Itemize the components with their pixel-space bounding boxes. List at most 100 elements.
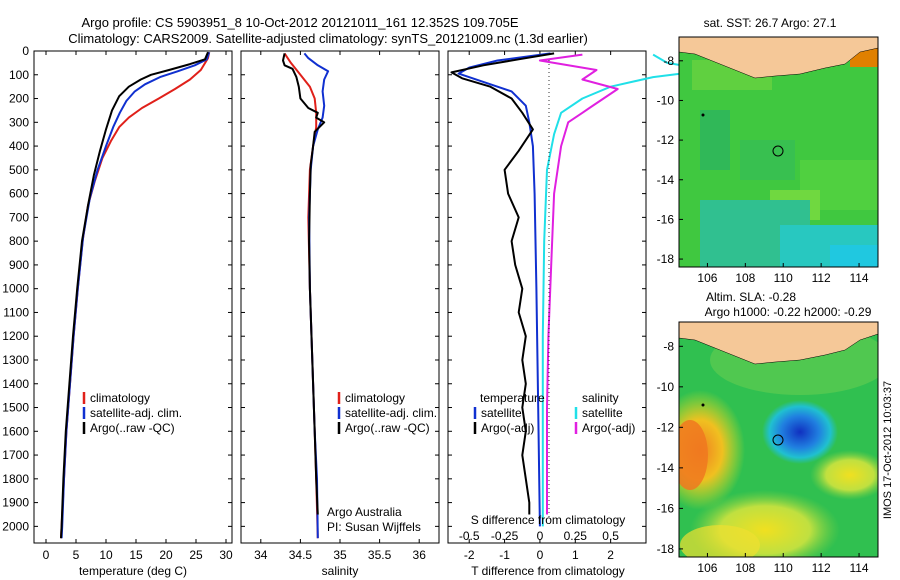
- map-y-tick-label: -18: [657, 252, 675, 266]
- sst-map-title: sat. SST: 26.7 Argo: 27.1: [704, 16, 837, 30]
- legend-s-argo-label: Argo(-adj): [582, 421, 635, 435]
- salinity-axes: [240, 50, 440, 544]
- annotation-pi: PI: Susan Wijffels: [327, 520, 421, 534]
- map-y-tick-label: -16: [657, 212, 675, 226]
- x-tick-label: 2: [607, 548, 614, 562]
- map-y-tick-label: -8: [663, 339, 674, 353]
- map-y-tick-label: -12: [657, 133, 675, 147]
- legend-argo-label: Argo(..raw -QC): [90, 421, 175, 435]
- map-x-tick-label: 106: [697, 561, 717, 575]
- y-tick-label: 1600: [2, 424, 29, 438]
- legend-sat-label: satellite-adj. clim.: [345, 406, 437, 420]
- map-x-tick-label: 114: [849, 561, 868, 575]
- x-top-tick-label: -0.25: [491, 529, 519, 543]
- map-y-tick-label: -14: [657, 461, 675, 475]
- y-tick-label: 0: [22, 44, 29, 58]
- argo-location-marker: [772, 145, 784, 157]
- map-y-tick-label: -18: [657, 542, 675, 556]
- annotation-argo-australia: Argo Australia: [327, 505, 402, 519]
- y-tick-label: 1900: [2, 496, 29, 510]
- difference-top-xlabel: S difference from climatology: [471, 513, 626, 527]
- x-tick-label: 15: [129, 548, 143, 562]
- difference-axes: [447, 50, 647, 544]
- map-x-tick-label: 114: [849, 271, 868, 285]
- argo-location-marker: [772, 434, 784, 446]
- series-argo-raw-qc--line: [60, 51, 209, 539]
- y-tick-label: 700: [9, 210, 29, 224]
- y-tick-label: 1400: [2, 377, 29, 391]
- temperature-legend: climatology satellite-adj. clim. Argo(..…: [82, 391, 182, 435]
- y-tick-label: 1800: [2, 472, 29, 486]
- x-tick-label: -2: [464, 548, 475, 562]
- sla-map-frame: [678, 321, 879, 558]
- map-x-tick-label: 112: [812, 561, 831, 575]
- map-y-tick-label: -16: [657, 501, 675, 515]
- y-tick-label: 600: [9, 187, 29, 201]
- legend-t-argo-label: Argo(-adj): [481, 421, 534, 435]
- salinity-xlabel: salinity: [322, 564, 359, 578]
- figure-title-line2: Climatology: CARS2009. Satellite-adjuste…: [68, 31, 588, 46]
- legend-argo-label: Argo(..raw -QC): [345, 421, 430, 435]
- series-climatology-line: [60, 52, 211, 539]
- y-tick-label: 1100: [3, 305, 29, 319]
- map-x-tick-label: 112: [812, 271, 831, 285]
- sst-map-ticks: 106 108 110 112 114 -8 -10 -12 -14 -16 -18: [657, 54, 869, 285]
- series-t-satellite-line: [457, 52, 551, 527]
- legend-clim-label: climatology: [90, 391, 150, 405]
- x-tick-label: 25: [189, 548, 203, 562]
- sla-map: [679, 322, 878, 557]
- temperature-axes: [33, 50, 233, 544]
- y-tick-label: 1200: [2, 329, 29, 343]
- map-x-tick-label: 110: [774, 561, 793, 575]
- legend-sat-label: satellite-adj. clim.: [90, 406, 182, 420]
- x-tick-label: 34: [254, 548, 268, 562]
- map-y-tick-label: -8: [663, 54, 674, 68]
- y-tick-label: 300: [9, 115, 29, 129]
- x-tick-label: 34.5: [289, 548, 313, 562]
- map-x-tick-label: 106: [697, 271, 717, 285]
- figure-title-line1: Argo profile: CS 5903951_8 10-Oct-2012 2…: [81, 15, 518, 30]
- series-argo-raw-qc--line: [282, 53, 326, 515]
- map-y-tick-label: -14: [657, 173, 675, 187]
- difference-legend: temperature satellite Argo(-adj) salinit…: [473, 391, 635, 435]
- legend-salinity-title: salinity: [582, 391, 619, 405]
- axis-ticks-layer: 0100200300400500600700800900100011001200…: [2, 44, 646, 562]
- sla-map-title: Altim. SLA: -0.28: [706, 290, 796, 304]
- x-top-tick-label: 0.5: [602, 529, 619, 543]
- sst-map-frame: [678, 36, 879, 268]
- map-y-tick-label: -12: [657, 420, 675, 434]
- series-layer: [60, 51, 711, 539]
- x-tick-label: 20: [159, 548, 173, 562]
- y-tick-label: 1700: [2, 448, 29, 462]
- x-tick-label: 36: [413, 548, 427, 562]
- y-tick-label: 800: [9, 234, 29, 248]
- y-tick-label: 200: [9, 92, 29, 106]
- x-tick-label: 1: [572, 548, 579, 562]
- series-climatology-line: [283, 52, 319, 539]
- x-top-tick-label: 0: [537, 529, 544, 543]
- series-t-argo-adj--line: [450, 52, 555, 515]
- y-tick-label: 1000: [2, 282, 29, 296]
- legend-t-sat-label: satellite: [481, 406, 522, 420]
- y-tick-label: 2000: [2, 519, 29, 533]
- x-tick-label: 30: [219, 548, 233, 562]
- legend-s-sat-label: satellite: [582, 406, 623, 420]
- sla-map-subtitle: Argo h1000: -0.22 h2000: -0.29: [705, 305, 872, 319]
- legend-temperature-title: temperature: [480, 391, 545, 405]
- map-y-tick-label: -10: [657, 93, 675, 107]
- y-tick-label: 1300: [2, 353, 29, 367]
- legend-clim-label: climatology: [345, 391, 405, 405]
- y-tick-label: 500: [9, 163, 29, 177]
- x-tick-label: -1: [499, 548, 510, 562]
- series-satellite-adj-clim--line: [60, 51, 211, 539]
- imos-timestamp: IMOS 17-Oct-2012 10:03:37: [882, 381, 894, 519]
- map-x-tick-label: 110: [774, 271, 793, 285]
- x-top-tick-label: 0.25: [564, 529, 588, 543]
- sst-map: [679, 37, 878, 267]
- x-tick-label: 0: [537, 548, 544, 562]
- y-tick-label: 1500: [2, 401, 29, 415]
- y-tick-label: 100: [9, 68, 29, 82]
- map-x-tick-label: 108: [735, 561, 755, 575]
- x-tick-label: 35.5: [368, 548, 392, 562]
